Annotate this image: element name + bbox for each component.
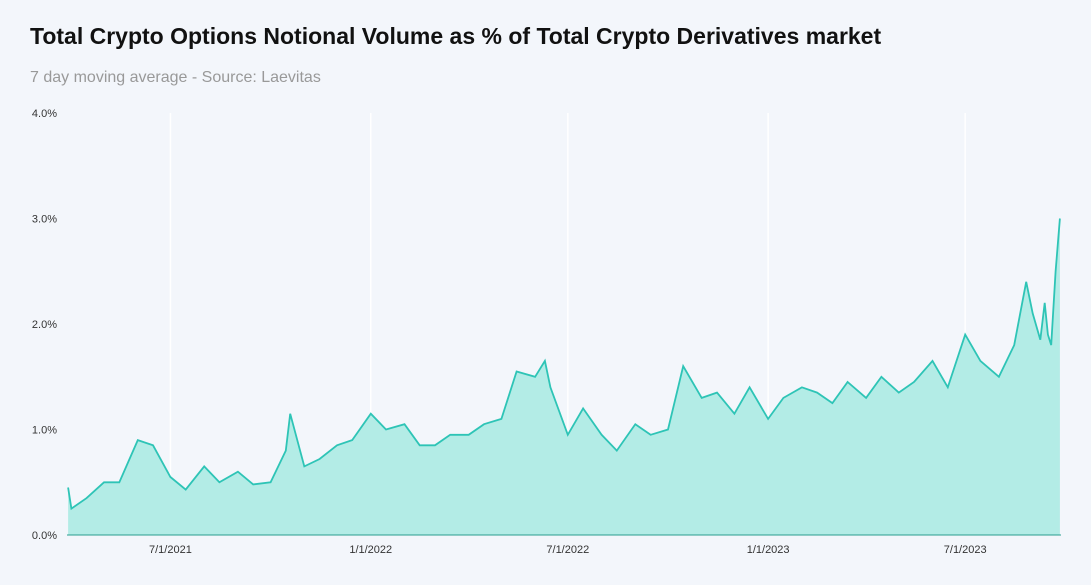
- y-tick-label: 4.0%: [32, 108, 57, 120]
- y-tick-label: 0.0%: [32, 530, 57, 542]
- y-tick-label: 1.0%: [32, 425, 57, 437]
- x-tick-label: 7/1/2021: [149, 544, 192, 556]
- x-tick-label: 1/1/2022: [349, 544, 392, 556]
- y-tick-label: 3.0%: [32, 214, 57, 226]
- x-tick-label: 7/1/2023: [944, 544, 987, 556]
- chart-title: Total Crypto Options Notional Volume as …: [30, 23, 881, 49]
- x-tick-label: 1/1/2023: [747, 544, 790, 556]
- y-tick-label: 2.0%: [32, 319, 57, 331]
- area-fill: [68, 218, 1060, 535]
- chart-subtitle: 7 day moving average - Source: Laevitas: [30, 69, 321, 86]
- x-tick-label: 7/1/2022: [546, 544, 589, 556]
- area-line: [67, 218, 1061, 511]
